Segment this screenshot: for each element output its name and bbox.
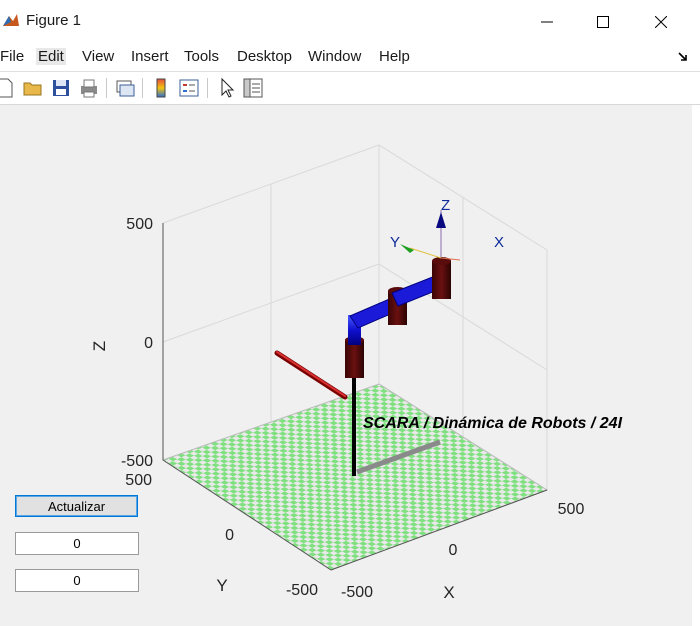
matlab-icon (2, 12, 20, 30)
z-axis-label: Z (90, 341, 109, 351)
z-tick-label: 500 (126, 216, 153, 233)
menu-tools[interactable]: Tools (184, 48, 220, 65)
new-figure-icon[interactable] (0, 77, 16, 99)
joint-1 (345, 340, 364, 378)
property-inspector-icon[interactable] (242, 77, 264, 99)
x-tick-label: -500 (341, 584, 373, 601)
open-file-icon[interactable] (22, 77, 44, 99)
window-title: Figure 1 (26, 12, 82, 29)
value-field-2[interactable]: 0 (15, 569, 139, 592)
toolbar-separator (106, 78, 107, 98)
end-effector-frame: Z Y X (390, 197, 504, 261)
maximize-icon (597, 16, 609, 28)
plot-annotation: SCARA / Dinámica de Robots / 24I (363, 415, 623, 432)
red-link-highlight (276, 351, 346, 397)
y-tick-label: -500 (286, 582, 318, 599)
close-icon (655, 16, 667, 28)
z-tick-label: -500 (121, 453, 153, 470)
menu-bar: File Edit View Insert Tools Desktop Wind… (0, 44, 700, 72)
y-arrow-head (400, 244, 414, 253)
minimize-button[interactable] (524, 6, 570, 38)
legend-icon[interactable] (178, 77, 200, 99)
pointer-icon[interactable] (216, 77, 238, 99)
y-axis-label: Y (216, 576, 227, 595)
toolbar (0, 72, 700, 105)
colorbar-icon[interactable] (150, 77, 172, 99)
frame-x-label: X (494, 234, 504, 251)
y-tick-label: 500 (125, 472, 152, 489)
menu-insert[interactable]: Insert (131, 48, 169, 65)
z-arrow-head (436, 212, 446, 228)
link-plot-icon[interactable] (114, 77, 136, 99)
joint-3 (432, 261, 451, 299)
z-tick-label: 0 (144, 335, 153, 352)
axis-lines (162, 223, 548, 571)
floor-shadow-bar (356, 439, 441, 475)
title-bar: Figure 1 (0, 0, 700, 44)
frame-y-label: Y (390, 234, 400, 251)
toolbar-separator (207, 78, 208, 98)
maximize-button[interactable] (580, 6, 626, 38)
menu-edit[interactable]: Edit (36, 48, 66, 65)
menu-help[interactable]: Help (379, 48, 410, 65)
toolbar-separator (142, 78, 143, 98)
minimize-icon (541, 21, 553, 23)
value-field-1[interactable]: 0 (15, 532, 139, 555)
print-icon[interactable] (78, 77, 100, 99)
menu-file[interactable]: File (0, 48, 25, 65)
x-axis-label: X (443, 583, 454, 602)
x-tick-label: 500 (558, 501, 585, 518)
menu-desktop[interactable]: Desktop (237, 48, 293, 65)
menu-view[interactable]: View (82, 48, 115, 65)
scara-robot (345, 257, 451, 378)
x-tick-label: 0 (449, 542, 458, 559)
frame-z-label: Z (441, 197, 450, 214)
y-tick-label: 0 (225, 527, 234, 544)
window-border (692, 105, 700, 626)
figure-canvas: 500 0 -500 Z 500 0 -500 Y -500 0 500 X (0, 105, 692, 626)
save-icon[interactable] (50, 77, 72, 99)
dock-arrow-icon[interactable] (678, 52, 688, 62)
close-button[interactable] (638, 6, 684, 38)
menu-window[interactable]: Window (308, 48, 362, 65)
robot-3d-plot[interactable]: 500 0 -500 Z 500 0 -500 Y -500 0 500 X (0, 105, 692, 626)
actualizar-button[interactable]: Actualizar (15, 495, 138, 517)
